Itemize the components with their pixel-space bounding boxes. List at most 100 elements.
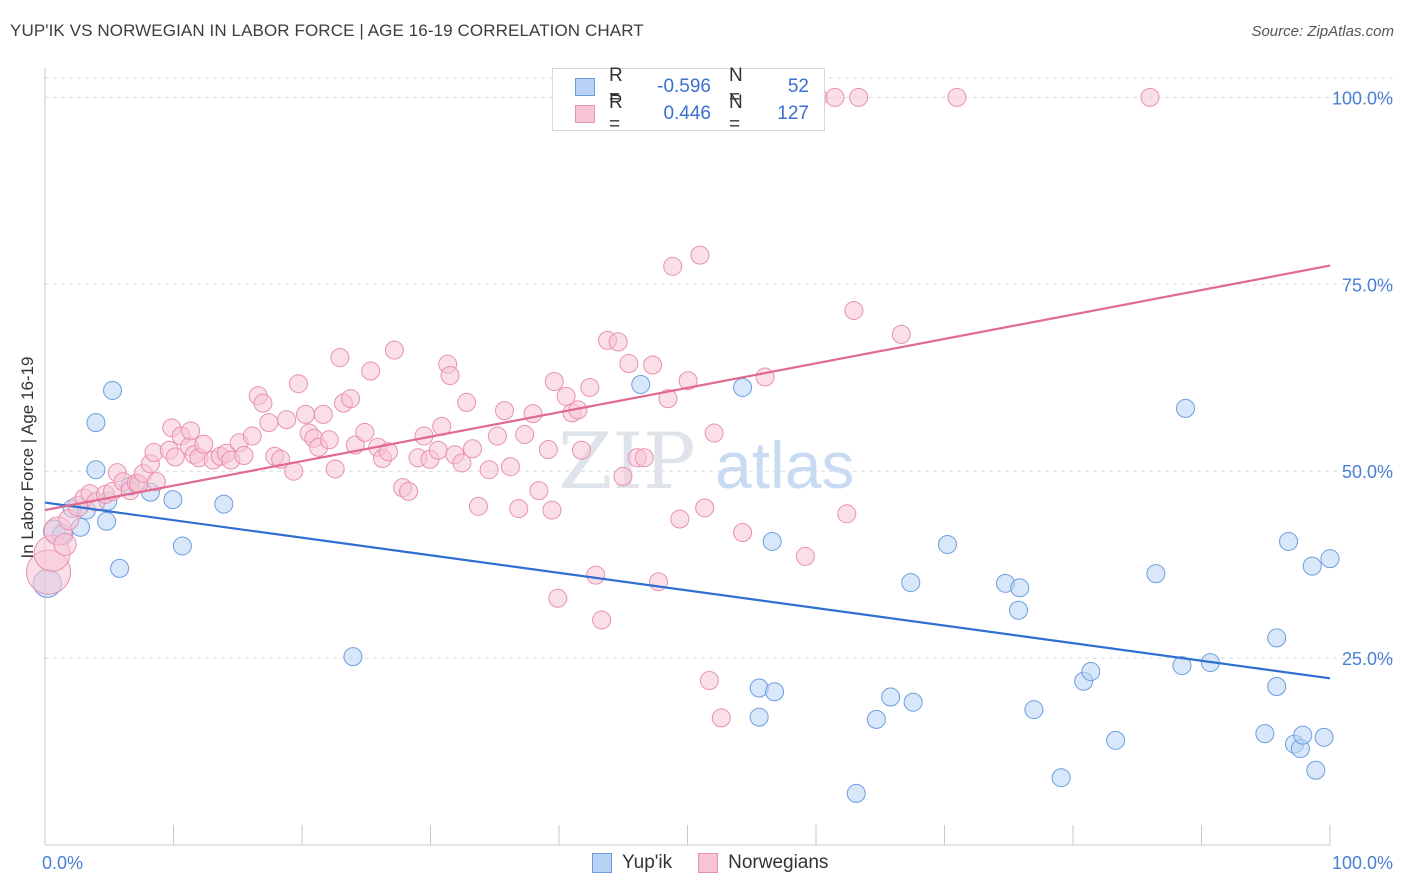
legend-r-label: R = [609, 65, 623, 108]
legend-n-label: N = [729, 92, 743, 135]
norwegians-point [690, 245, 710, 265]
norwegians-point [325, 459, 345, 479]
yupik-point [762, 531, 782, 551]
yupik-point [733, 377, 753, 397]
y-tick-label: 100.0% [1332, 88, 1393, 108]
norwegians-point [755, 367, 775, 387]
correlation-legend: R = -0.596 N = 52 R = 0.446 N = 127 [552, 65, 825, 135]
norwegians-point [146, 472, 166, 492]
norwegians-point [837, 504, 857, 524]
norwegians-point [538, 440, 558, 460]
norwegians-point [457, 392, 477, 412]
norwegians-point [509, 499, 529, 519]
norwegians-point [529, 481, 549, 501]
norwegians-swatch-icon [575, 105, 595, 123]
yupik-point [765, 682, 785, 702]
yupik-point [631, 374, 651, 394]
norwegians-point [399, 481, 419, 501]
norwegians-point [670, 509, 690, 529]
norwegians-point [658, 389, 678, 409]
yupik-point [749, 707, 769, 727]
yupik-point [1320, 549, 1340, 569]
norwegians-point [515, 425, 535, 445]
y-axis-title: In Labor Force | Age 16-19 [18, 357, 37, 559]
yupik-point [1267, 628, 1287, 648]
norwegians-point [634, 448, 654, 468]
gridlines [45, 77, 1396, 659]
yupik-point [901, 573, 921, 593]
norwegians-point [378, 442, 398, 462]
norwegians-point [678, 371, 698, 391]
norwegians-point [53, 532, 77, 556]
norwegians-point [891, 324, 911, 344]
yupik-point [86, 460, 106, 480]
norwegians-point [586, 565, 606, 585]
norwegians-point [288, 374, 308, 394]
yupik-point [97, 511, 117, 531]
chart-title: YUP'IK VS NORWEGIAN IN LABOR FORCE | AGE… [10, 21, 644, 40]
series-legend-norwegians: Norwegians [698, 852, 828, 874]
norwegians-point [699, 671, 719, 691]
series-legend-label: Yup'ik [622, 852, 673, 873]
x-tick-label: 100.0% [1332, 853, 1393, 873]
legend-r-value: 0.446 [663, 103, 711, 124]
norwegians-point [234, 445, 254, 465]
y-tick-label: 50.0% [1342, 462, 1393, 482]
yupik-point [1009, 600, 1029, 620]
legend-row-yupik: R = -0.596 N = 52 [575, 65, 809, 108]
legend-r-value: -0.596 [657, 76, 711, 97]
norwegians-point [947, 87, 967, 107]
norwegians-point [181, 421, 201, 441]
norwegians-point [253, 393, 273, 413]
norwegians-point [319, 430, 339, 450]
norwegians-point [695, 498, 715, 518]
norwegians-legend-swatch-icon [698, 853, 719, 873]
norwegians-point [1140, 87, 1160, 107]
norwegians-point [479, 460, 499, 480]
norwegians-point [844, 300, 864, 320]
norwegians-point [361, 361, 381, 381]
y-tick-label: 25.0% [1342, 649, 1393, 669]
norwegians-point [592, 610, 612, 630]
norwegians-point [452, 453, 472, 473]
norwegians-point [548, 588, 568, 608]
series-legend-yupik: Yup'ik [592, 852, 672, 874]
norwegians-point [313, 404, 333, 424]
watermark-atlas: atlas [715, 428, 854, 502]
norwegians-point [608, 332, 628, 352]
series-legend-label: Norwegians [728, 852, 829, 873]
norwegians-point [795, 546, 815, 566]
chart-source: Source: ZipAtlas.com [1251, 23, 1394, 40]
norwegians-trend-line [44, 264, 1331, 512]
yupik-point [866, 709, 886, 729]
yupik-point [214, 494, 234, 514]
norwegians-point [487, 426, 507, 446]
yupik-point [172, 536, 192, 556]
yupik-point [1306, 760, 1326, 780]
yupik-point [86, 413, 106, 433]
series-legend: Yup'ik Norwegians [592, 852, 854, 874]
tick-labels: 25.0% 50.0% 75.0% 100.0% 0.0% 100.0% In Labor … [18, 88, 1393, 873]
yupik-point [1172, 656, 1192, 676]
yupik-point [1146, 564, 1166, 584]
yupik-point [1010, 578, 1030, 598]
norwegians-point [165, 447, 185, 467]
norwegians-point [355, 422, 375, 442]
norwegians-point [711, 708, 731, 728]
norwegians-point [663, 256, 683, 276]
norwegians-point [495, 401, 515, 421]
x-tick-label: 0.0% [42, 853, 83, 873]
norwegians-point [468, 496, 488, 516]
norwegians-point [733, 522, 753, 542]
norwegians-point [580, 377, 600, 397]
norwegians-point [194, 434, 214, 454]
yupik-point [1106, 730, 1126, 750]
yupik-point [343, 647, 363, 667]
yupik-point [1314, 727, 1334, 747]
yupik-point [1051, 768, 1071, 788]
norwegians-point [384, 340, 404, 360]
yupik-point [846, 783, 866, 803]
norwegians-point [500, 457, 520, 477]
norwegians-point [296, 404, 316, 424]
